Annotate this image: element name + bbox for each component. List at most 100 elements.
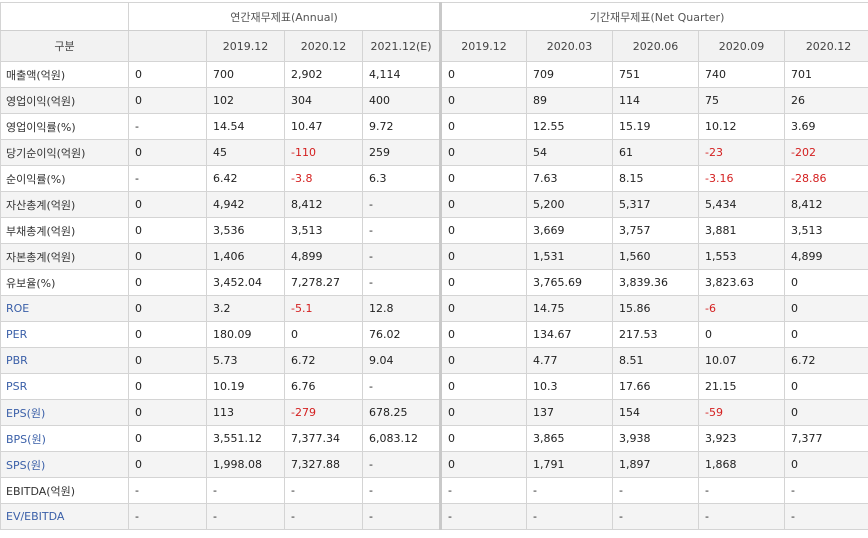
table-cell: 4,899 <box>284 243 363 270</box>
table-cell: 0 <box>439 373 528 400</box>
table-cell: - <box>698 503 786 530</box>
table-cell: 14.54 <box>206 113 285 140</box>
table-cell: - <box>612 503 700 530</box>
table-cell: -59 <box>698 399 786 426</box>
table-cell: 0 <box>128 425 207 452</box>
table-cell: 0 <box>439 191 528 218</box>
table-cell: 0 <box>784 451 868 478</box>
table-cell: 1,560 <box>612 243 700 270</box>
table-cell: 0 <box>128 139 207 166</box>
column-header-row: 구분 2019.12 2020.12 2021.12(E) 2019.12 20… <box>0 30 868 62</box>
table-cell: 114 <box>612 87 700 114</box>
row-label[interactable]: SPS(원) <box>0 451 129 478</box>
table-cell: 76.02 <box>361 321 442 348</box>
table-cell: - <box>361 243 442 270</box>
table-cell: 678.25 <box>361 399 442 426</box>
table-cell: 89 <box>526 87 614 114</box>
table-cell: 15.86 <box>612 295 700 322</box>
table-cell: 12.55 <box>526 113 614 140</box>
table-row: 부채총계(억원) 0 3,536 3,513-0 3,669 3,757 3,881 3,51… <box>0 217 868 244</box>
table-cell: 3.2 <box>206 295 285 322</box>
table-cell: 3,865 <box>526 425 614 452</box>
table-cell: 0 <box>128 243 207 270</box>
table-cell: 21.15 <box>698 373 786 400</box>
table-cell: - <box>361 451 442 478</box>
table-cell: 3.69 <box>784 113 868 140</box>
table-cell: 14.75 <box>526 295 614 322</box>
table-cell: 0 <box>439 113 528 140</box>
table-cell: - <box>361 191 442 218</box>
table-cell: 0 <box>439 165 528 192</box>
column-header: 2020.03 <box>526 30 614 62</box>
table-cell: 9.04 <box>361 347 442 374</box>
table-row: EPS(원) 0 113 -279 678.25 0 137 154 -59 0 <box>0 399 868 426</box>
row-label[interactable]: PSR <box>0 373 129 400</box>
table-cell: 26 <box>784 87 868 114</box>
table-body: 매출액(억원) 0 700 2,902 4,114 0 709 751 740 701 영업이익(억… <box>0 61 868 530</box>
table-cell: 3,938 <box>612 425 700 452</box>
row-label[interactable]: BPS(원) <box>0 425 129 452</box>
table-cell: 4,899 <box>784 243 868 270</box>
table-cell: 4.77 <box>526 347 614 374</box>
table-cell: 400 <box>361 87 442 114</box>
table-cell: 0 <box>128 87 207 114</box>
table-row: 매출액(억원) 0 700 2,902 4,114 0 709 751 740 701 <box>0 61 868 88</box>
table-cell: 0 <box>284 321 363 348</box>
table-row: ROE 0 3.2 -5.1 12.8 0 14.75 15.86 -6 0 <box>0 295 868 322</box>
table-cell: 0 <box>784 373 868 400</box>
table-cell: 0 <box>128 269 207 296</box>
table-cell: 217.53 <box>612 321 700 348</box>
table-cell: 9.72 <box>361 113 442 140</box>
table-cell: -3.8 <box>284 165 363 192</box>
table-cell: 0 <box>128 321 207 348</box>
row-label: 당기순이익(억원) <box>0 139 129 166</box>
table-cell: 0 <box>439 61 528 88</box>
table-cell: 5,317 <box>612 191 700 218</box>
table-row: PBR 0 5.73 6.72 9.04 0 4.77 8.51 10.07 6.72 <box>0 347 868 374</box>
column-header: 2020.12 <box>284 30 363 62</box>
row-label[interactable]: PER <box>0 321 129 348</box>
table-row: EV/EBITDA - - - - - - - - - <box>0 503 868 530</box>
table-cell: 3,669 <box>526 217 614 244</box>
table-cell: -28.86 <box>784 165 868 192</box>
row-label: 자산총계(억원) <box>0 191 129 218</box>
table-cell: - <box>439 477 528 504</box>
table-row: 유보율(%) 0 3,452.04 7,278.27-0 3,765.69 3,839.3… <box>0 269 868 296</box>
table-cell: 10.3 <box>526 373 614 400</box>
table-cell: 10.07 <box>698 347 786 374</box>
table-cell: 7.63 <box>526 165 614 192</box>
table-cell: 0 <box>128 61 207 88</box>
table-cell: 3,757 <box>612 217 700 244</box>
table-cell: 0 <box>784 295 868 322</box>
table-cell: 61 <box>612 139 700 166</box>
table-cell: - <box>128 477 207 504</box>
table-cell: -202 <box>784 139 868 166</box>
table-cell: 102 <box>206 87 285 114</box>
table-cell: 45 <box>206 139 285 166</box>
row-label[interactable]: EV/EBITDA <box>0 503 129 530</box>
table-row: PSR 0 10.19 6.76-0 10.3 17.66 21.15 0 <box>0 373 868 400</box>
table-cell: 6.72 <box>784 347 868 374</box>
row-label[interactable]: PBR <box>0 347 129 374</box>
table-cell: 0 <box>439 243 528 270</box>
table-cell: 0 <box>439 269 528 296</box>
table-cell: 4,942 <box>206 191 285 218</box>
table-cell: -6 <box>698 295 786 322</box>
label-column-header: 구분 <box>0 30 129 62</box>
table-cell: 3,513 <box>284 217 363 244</box>
table-cell: 10.47 <box>284 113 363 140</box>
table-cell: 0 <box>439 425 528 452</box>
row-label[interactable]: ROE <box>0 295 129 322</box>
table-cell: 0 <box>128 217 207 244</box>
table-cell: -5.1 <box>284 295 363 322</box>
table-cell: 1,791 <box>526 451 614 478</box>
table-cell: 154 <box>612 399 700 426</box>
table-cell: 1,868 <box>698 451 786 478</box>
table-cell: 1,531 <box>526 243 614 270</box>
row-label: 매출액(억원) <box>0 61 129 88</box>
row-label[interactable]: EPS(원) <box>0 399 129 426</box>
column-header: 2020.09 <box>698 30 786 62</box>
table-cell: 304 <box>284 87 363 114</box>
table-cell: 0 <box>128 347 207 374</box>
